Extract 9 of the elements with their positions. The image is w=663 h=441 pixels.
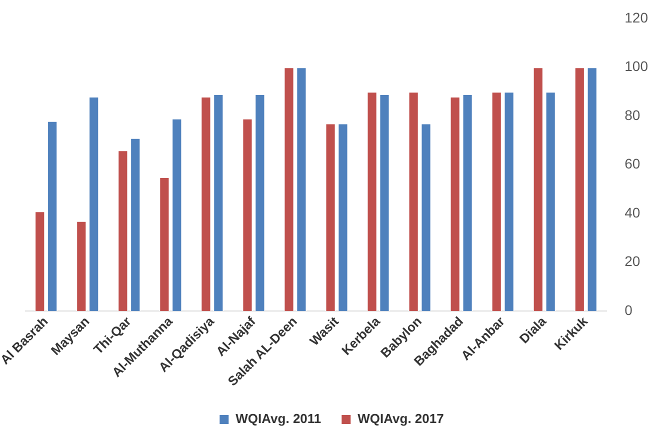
y-tick-label: 80 bbox=[624, 106, 640, 123]
legend-label: WQIAvg. 2017 bbox=[358, 411, 444, 426]
y-tick-label: 60 bbox=[624, 156, 640, 172]
y-tick-label: 120 bbox=[624, 9, 648, 26]
y-tick-label: 100 bbox=[624, 58, 648, 74]
legend-label: WQIAvg. 2011 bbox=[236, 411, 322, 426]
y-tick-label: 0 bbox=[624, 302, 633, 318]
y-tick-label: 20 bbox=[624, 253, 640, 270]
y-tick-label: 40 bbox=[624, 204, 640, 220]
